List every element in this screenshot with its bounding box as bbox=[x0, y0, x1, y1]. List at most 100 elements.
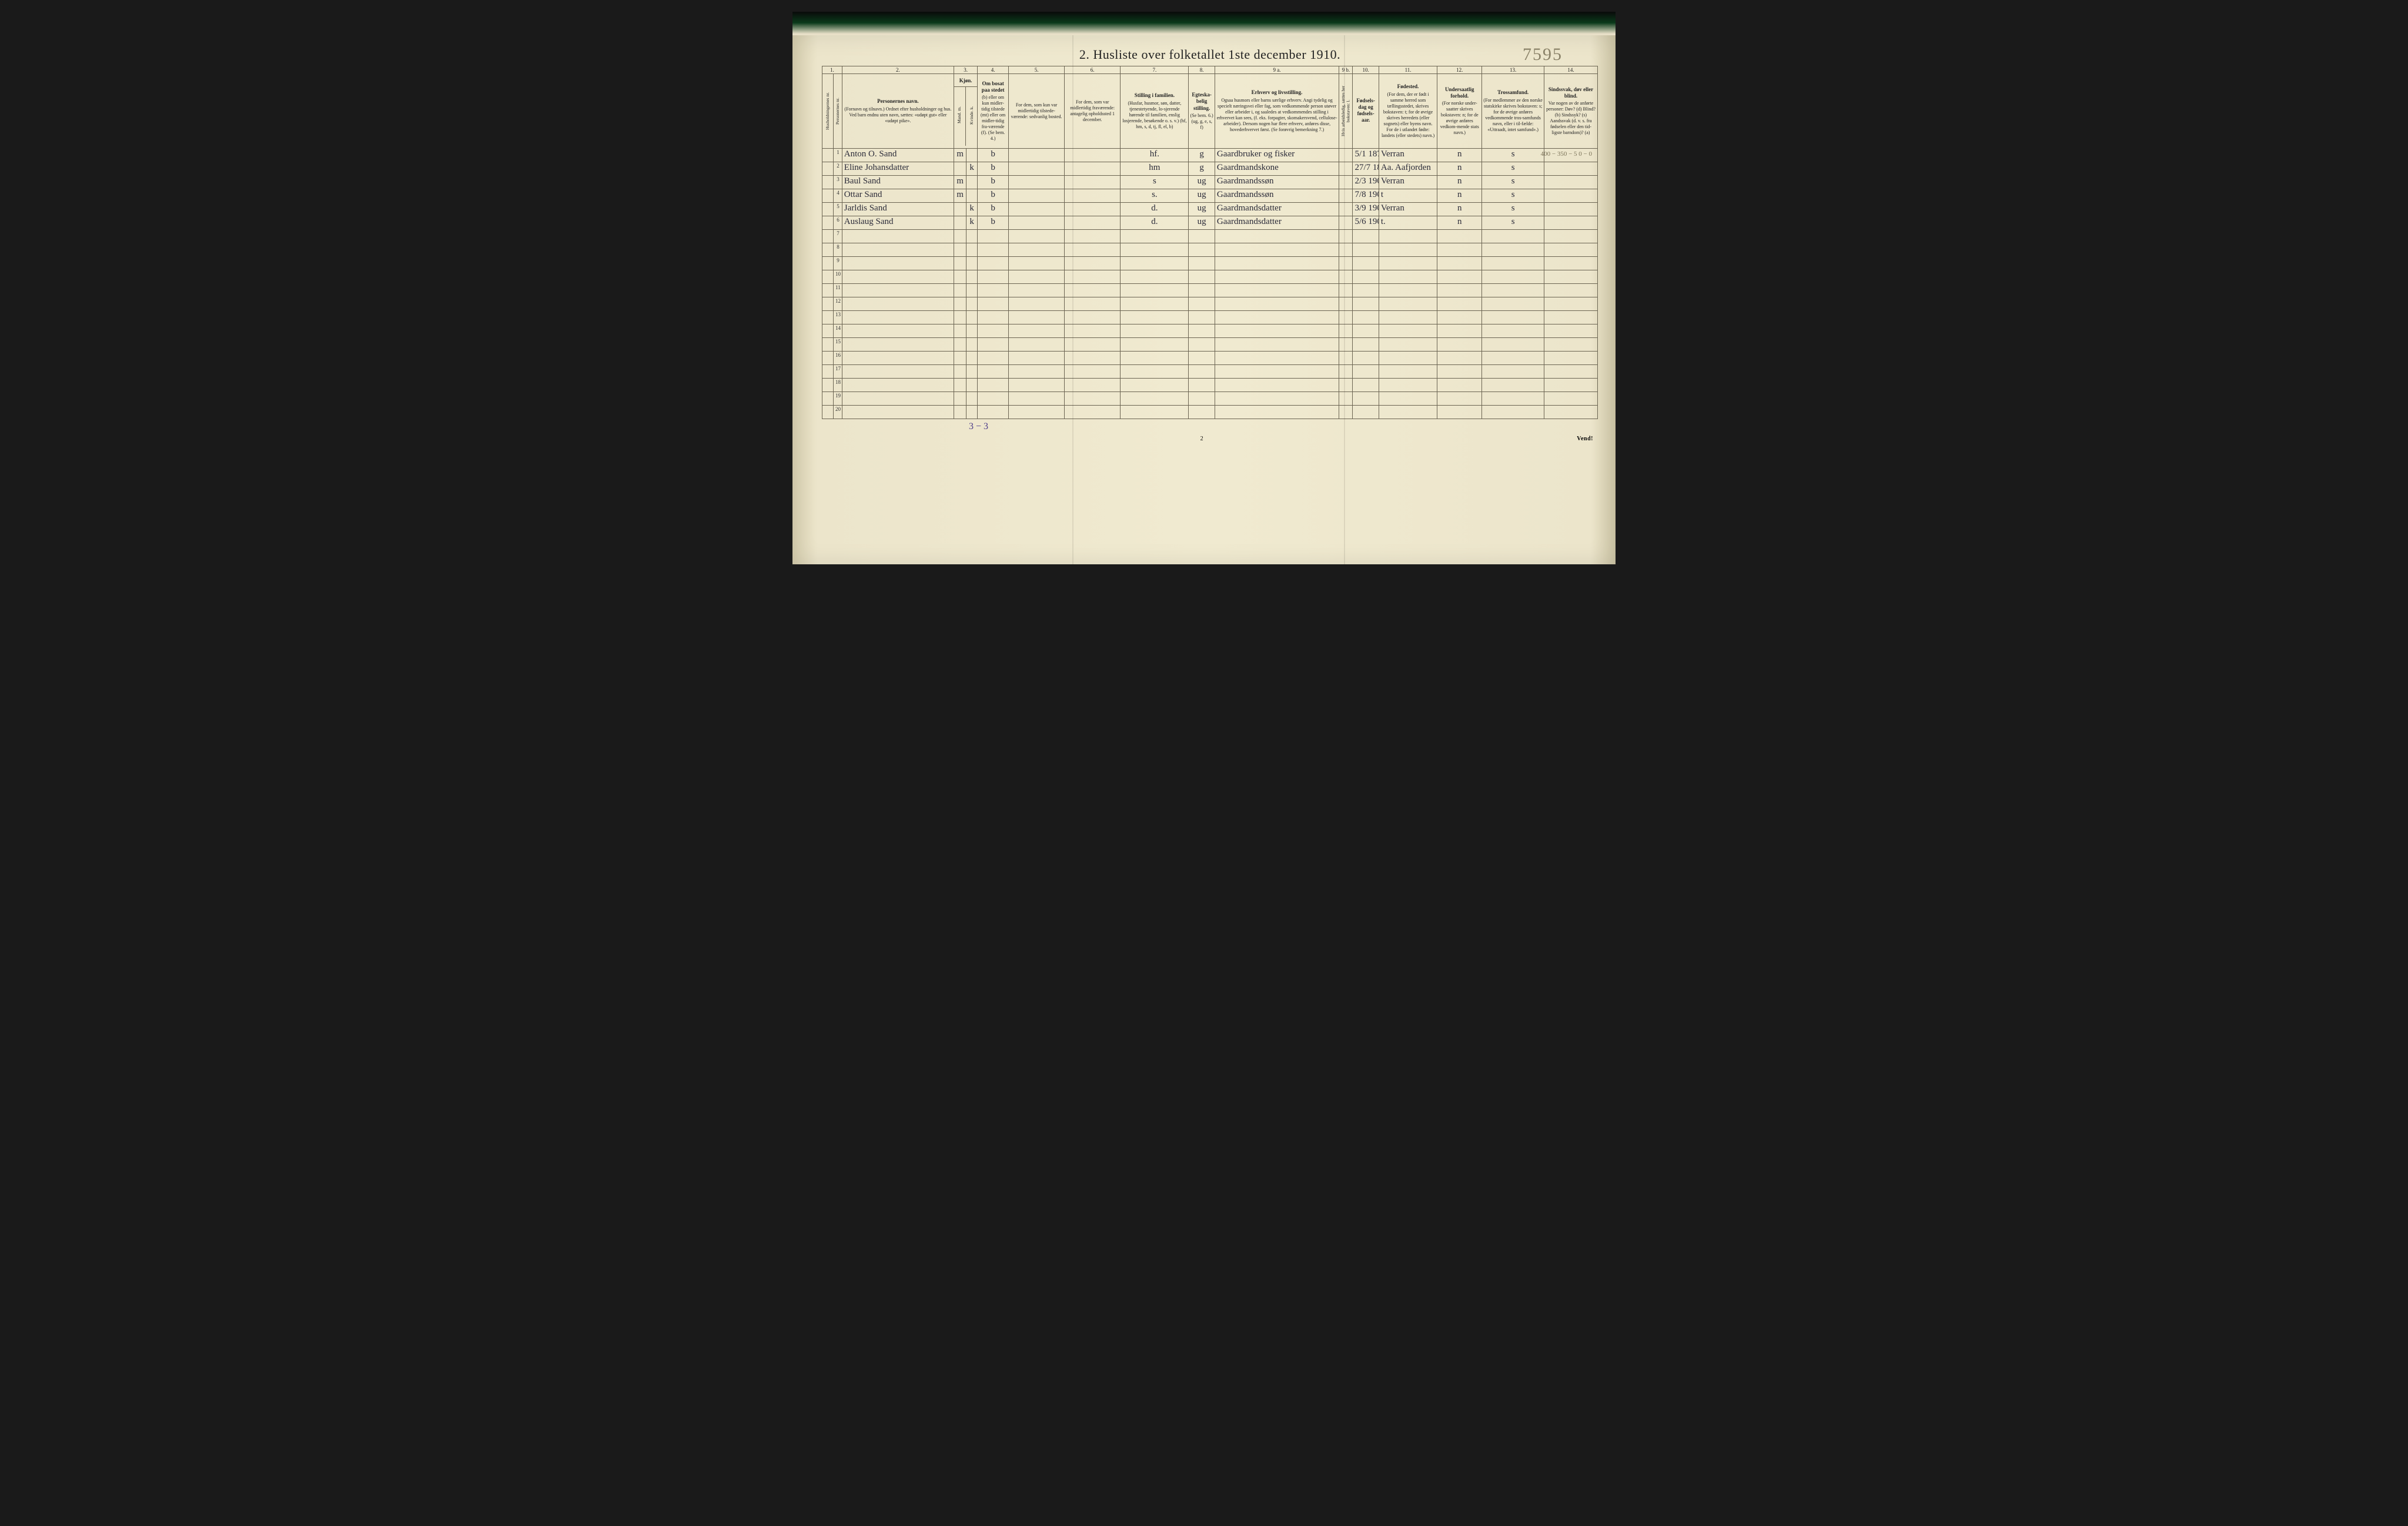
cell-unemployed bbox=[1339, 203, 1353, 216]
cell-residence: b bbox=[978, 162, 1009, 176]
col-head-household-no: Husholdningernes nr. bbox=[822, 74, 834, 149]
cell-empty bbox=[1379, 379, 1437, 392]
cell-empty bbox=[1189, 257, 1215, 270]
cell-birthplace: Verran bbox=[1379, 149, 1437, 162]
cell-empty bbox=[1437, 338, 1482, 352]
cell-empty bbox=[1353, 297, 1379, 311]
cell-empty bbox=[1121, 257, 1189, 270]
cell-empty bbox=[1482, 352, 1544, 365]
cell-empty bbox=[1437, 324, 1482, 338]
table-row: 3Baul SandmbsugGaardmandssøn2/3 1904Verr… bbox=[822, 176, 1598, 189]
cell-temp-present bbox=[1009, 162, 1065, 176]
cell-empty bbox=[1121, 297, 1189, 311]
cell-empty bbox=[1353, 406, 1379, 419]
cell-person-no: 4 bbox=[834, 189, 842, 203]
cell-sex-m: m bbox=[954, 149, 966, 162]
col-head-occupation: Erhverv og livsstilling.Ogsaa husmors el… bbox=[1215, 74, 1339, 149]
cell-empty bbox=[966, 297, 978, 311]
cell-empty bbox=[966, 338, 978, 352]
cell-empty bbox=[1379, 324, 1437, 338]
table-row-empty: 9 bbox=[822, 257, 1598, 270]
cell-empty bbox=[842, 311, 954, 324]
margin-annotation: 400 − 350 − 5 0 − 0 bbox=[1541, 150, 1592, 158]
cell-empty bbox=[1379, 243, 1437, 257]
cell-empty bbox=[1009, 243, 1065, 257]
cell-empty bbox=[1215, 270, 1339, 284]
cell-empty bbox=[1339, 230, 1353, 243]
cell-sex-k bbox=[966, 149, 978, 162]
cell-empty bbox=[978, 297, 1009, 311]
table-row-empty: 17 bbox=[822, 365, 1598, 379]
cell-birthdate: 5/6 1909 bbox=[1353, 216, 1379, 230]
cell-temp-present bbox=[1009, 149, 1065, 162]
cell-family-pos: d. bbox=[1121, 216, 1189, 230]
cell-empty bbox=[966, 284, 978, 297]
cell-household-no bbox=[822, 189, 834, 203]
cell-household-no bbox=[822, 297, 834, 311]
cell-empty bbox=[842, 270, 954, 284]
cell-empty bbox=[978, 270, 1009, 284]
table-row: 1Anton O. Sandmbhf.gGaardbruker og fiske… bbox=[822, 149, 1598, 162]
cell-empty bbox=[1339, 243, 1353, 257]
cell-empty bbox=[1379, 406, 1437, 419]
cell-family-pos: s bbox=[1121, 176, 1189, 189]
cell-sex-m bbox=[954, 216, 966, 230]
cell-empty bbox=[842, 257, 954, 270]
cell-empty bbox=[1544, 230, 1597, 243]
cell-empty bbox=[1544, 406, 1597, 419]
cell-marital: ug bbox=[1189, 203, 1215, 216]
cell-empty bbox=[954, 243, 966, 257]
cell-empty bbox=[1189, 406, 1215, 419]
cell-empty bbox=[954, 297, 966, 311]
cell-residence: b bbox=[978, 216, 1009, 230]
cell-empty bbox=[1009, 379, 1065, 392]
cell-empty bbox=[1353, 379, 1379, 392]
pencil-annotation: 7595 bbox=[1523, 45, 1563, 65]
cell-empty bbox=[978, 352, 1009, 365]
col-head-residence: Om bosat paa stedet(b) eller om kun midl… bbox=[978, 74, 1009, 149]
col-head-unemployed: Hvis arbeidsledig, sættes her bokstaven:… bbox=[1339, 74, 1353, 149]
cell-empty bbox=[1189, 284, 1215, 297]
cell-household-no bbox=[822, 324, 834, 338]
cell-person-no: 10 bbox=[834, 270, 842, 284]
cell-empty bbox=[1339, 297, 1353, 311]
cell-disability bbox=[1544, 176, 1597, 189]
cell-empty bbox=[1121, 379, 1189, 392]
cell-empty bbox=[1482, 257, 1544, 270]
cell-empty bbox=[954, 324, 966, 338]
col-num: 4. bbox=[978, 66, 1009, 74]
cell-religion: s bbox=[1482, 203, 1544, 216]
cell-empty bbox=[978, 230, 1009, 243]
cell-empty bbox=[1215, 379, 1339, 392]
cell-empty bbox=[1215, 324, 1339, 338]
cell-empty bbox=[978, 338, 1009, 352]
cell-family-pos: hf. bbox=[1121, 149, 1189, 162]
table-row-empty: 13 bbox=[822, 311, 1598, 324]
cell-empty bbox=[1009, 352, 1065, 365]
cell-person-no: 1 bbox=[834, 149, 842, 162]
cell-empty bbox=[1189, 379, 1215, 392]
col-num: 12. bbox=[1437, 66, 1482, 74]
cell-empty bbox=[1121, 352, 1189, 365]
cell-residence: b bbox=[978, 149, 1009, 162]
cell-sex-k: k bbox=[966, 203, 978, 216]
cell-empty bbox=[966, 365, 978, 379]
table-row-empty: 14 bbox=[822, 324, 1598, 338]
cell-empty bbox=[1544, 257, 1597, 270]
cell-birthplace: t. bbox=[1379, 216, 1437, 230]
cell-empty bbox=[1189, 324, 1215, 338]
page-title: 2. Husliste over folketallet 1ste decemb… bbox=[1079, 47, 1340, 62]
cell-temp-present bbox=[1009, 189, 1065, 203]
cell-empty bbox=[1482, 365, 1544, 379]
cell-marital: ug bbox=[1189, 189, 1215, 203]
cell-empty bbox=[1121, 324, 1189, 338]
cell-empty bbox=[954, 257, 966, 270]
cell-empty bbox=[1215, 365, 1339, 379]
cell-empty bbox=[1189, 270, 1215, 284]
cell-birthdate: 3/9 1905 bbox=[1353, 203, 1379, 216]
cell-residence: b bbox=[978, 203, 1009, 216]
cell-empty bbox=[1482, 230, 1544, 243]
cell-empty bbox=[1482, 311, 1544, 324]
cell-person-no: 17 bbox=[834, 365, 842, 379]
table-row-empty: 7 bbox=[822, 230, 1598, 243]
